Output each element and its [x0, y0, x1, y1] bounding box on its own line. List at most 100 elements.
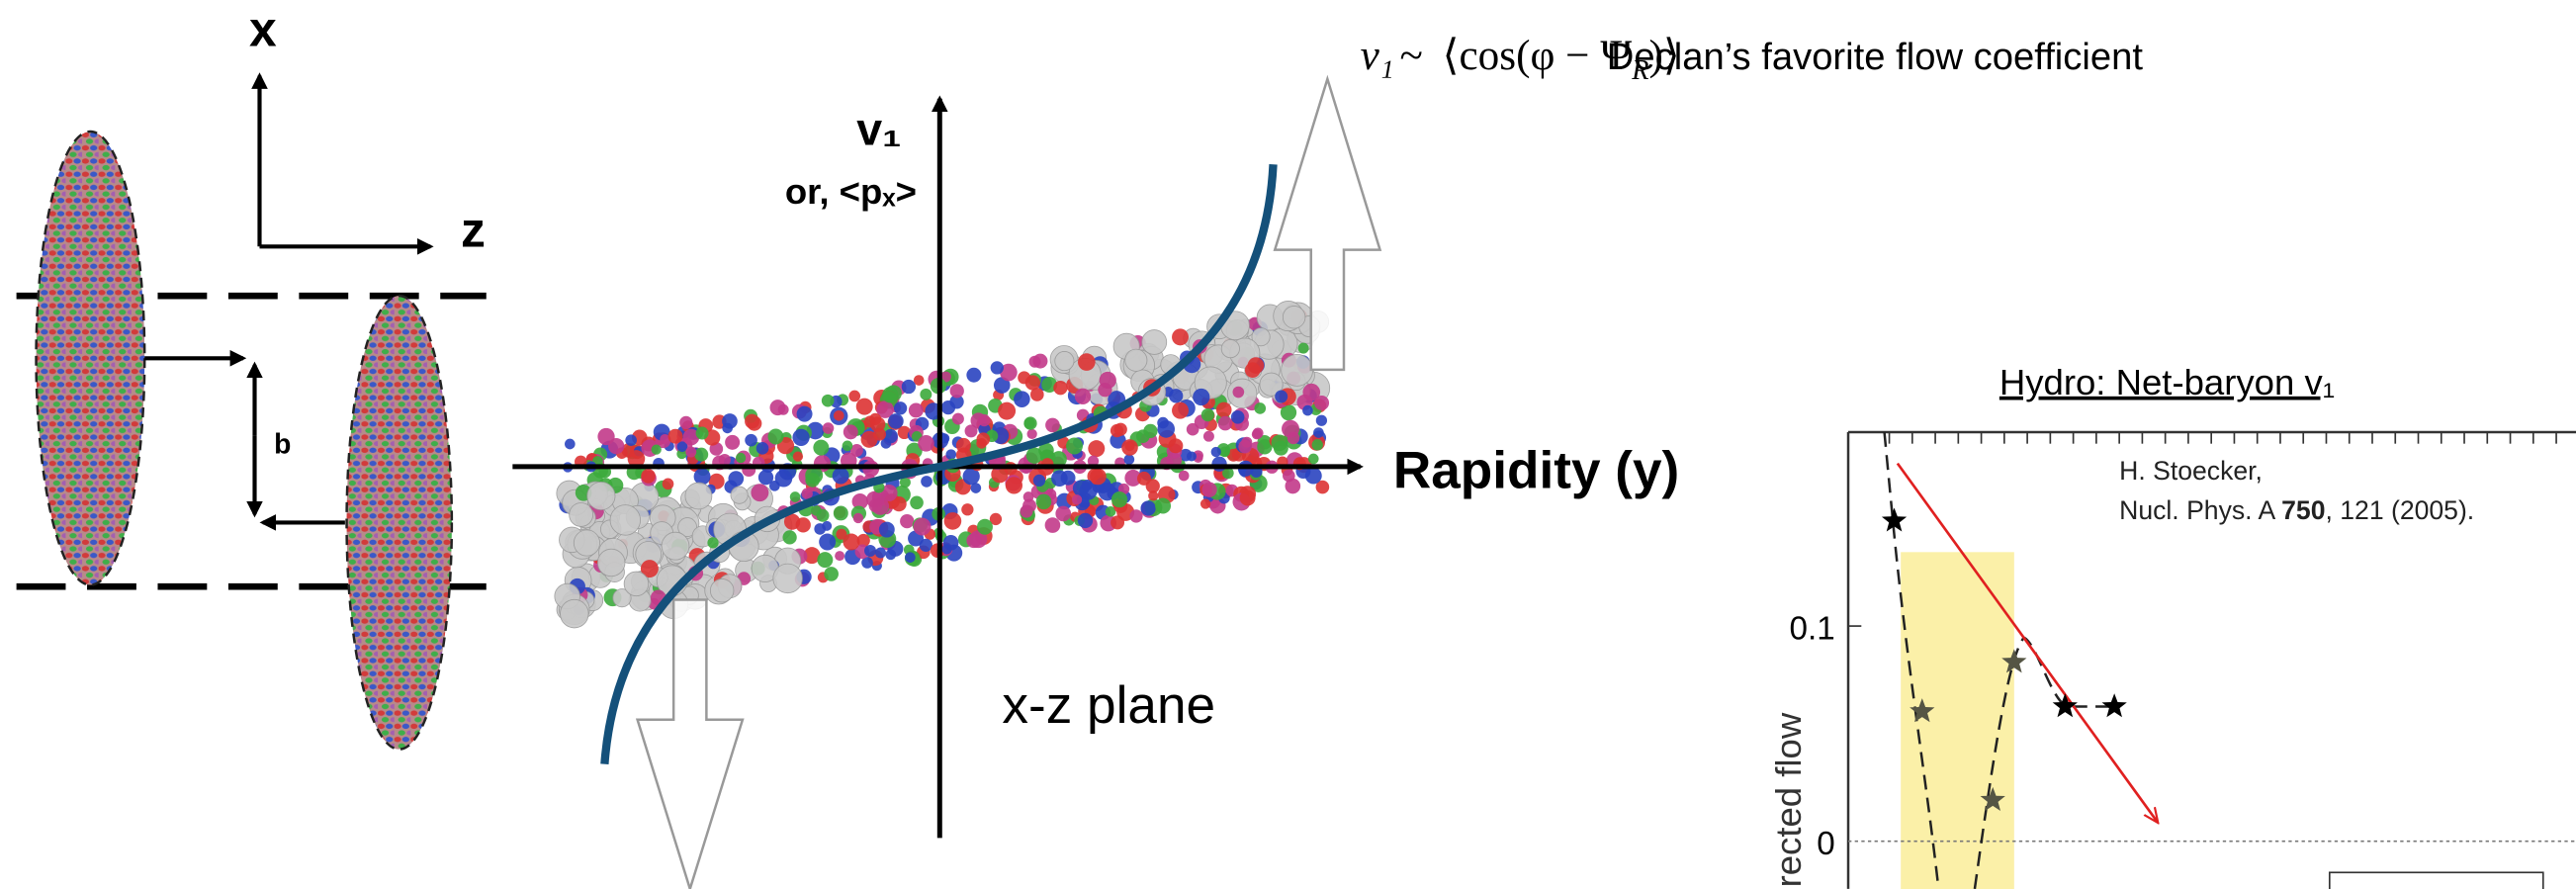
particle — [864, 545, 876, 557]
particle — [873, 427, 886, 441]
particle — [1244, 362, 1261, 379]
star-marker — [1980, 786, 2005, 811]
particle — [1121, 439, 1138, 456]
particle — [682, 428, 700, 446]
particle — [1282, 419, 1299, 438]
particle — [861, 557, 873, 569]
particle — [976, 432, 991, 446]
particle — [1105, 505, 1116, 517]
particle — [966, 367, 982, 383]
particle — [1297, 342, 1309, 354]
particle — [1200, 407, 1215, 422]
particle — [789, 491, 801, 502]
formula-op: ~ — [1399, 33, 1422, 79]
formula-caption: Declan’s favorite flow coefficient — [1607, 36, 2144, 78]
particle — [1045, 417, 1060, 433]
particle — [1157, 420, 1176, 438]
particle — [1280, 403, 1297, 421]
particle — [1315, 480, 1330, 494]
particle — [822, 520, 833, 531]
particle — [1172, 401, 1189, 419]
particle — [1282, 306, 1306, 329]
particle — [821, 394, 835, 407]
particle — [1098, 383, 1112, 398]
particle — [612, 588, 632, 608]
particle — [990, 361, 1004, 375]
particle — [969, 530, 988, 549]
particle — [1211, 456, 1227, 472]
particle — [728, 471, 745, 487]
particle — [951, 412, 964, 425]
particle — [1066, 437, 1083, 455]
particle — [1220, 339, 1240, 359]
particle — [878, 521, 895, 538]
particle — [1302, 383, 1321, 401]
particle — [684, 482, 713, 510]
particle — [977, 518, 993, 535]
particle — [918, 435, 934, 452]
particle — [870, 416, 886, 432]
particle — [897, 425, 912, 440]
particle — [1041, 377, 1058, 394]
particle — [817, 552, 834, 569]
star-marker — [2101, 693, 2127, 718]
particle — [1222, 467, 1234, 480]
particle — [1098, 483, 1116, 501]
particle — [1285, 478, 1301, 494]
inset-curve — [1883, 431, 1940, 889]
particle — [836, 528, 847, 540]
particle — [792, 451, 804, 462]
particle — [1302, 404, 1313, 416]
particle — [660, 434, 670, 445]
particle — [1259, 372, 1284, 397]
inset-ticks — [1888, 432, 2557, 444]
particle — [661, 531, 690, 561]
inset-stars — [1881, 507, 2127, 811]
particle — [1018, 371, 1031, 385]
plane-label: x-z plane — [1002, 676, 1215, 735]
particle — [1032, 474, 1046, 488]
inset-title: Hydro: Net-baryon v₁ — [1999, 362, 2335, 402]
particle — [1023, 417, 1035, 429]
particle — [1060, 470, 1076, 486]
particle — [833, 505, 848, 521]
particle — [833, 409, 844, 421]
particle — [899, 477, 911, 489]
v1-label: v₁ — [856, 103, 901, 154]
particle — [757, 470, 774, 486]
particle — [596, 548, 626, 578]
particle — [1124, 469, 1142, 487]
particle — [1030, 388, 1044, 401]
particle — [900, 513, 915, 529]
particle — [1140, 500, 1156, 516]
particle — [1202, 430, 1214, 442]
particle — [608, 438, 625, 455]
particle — [795, 517, 811, 533]
particle — [998, 401, 1017, 420]
rapidity-label: Rapidity (y) — [1393, 442, 1679, 500]
particle-cloud — [554, 301, 1331, 629]
inset-ref: Nucl. Phys. A 750, 121 (2005). — [2119, 495, 2474, 525]
formula-close: )⟩ — [1648, 33, 1679, 79]
particle — [573, 529, 600, 557]
nucleus — [35, 130, 146, 586]
particle — [1025, 447, 1043, 464]
particle — [1077, 512, 1094, 529]
particle — [709, 578, 735, 603]
particle — [843, 533, 860, 551]
particle — [730, 486, 749, 504]
particle — [1110, 491, 1128, 508]
particle — [942, 535, 959, 551]
particle — [955, 437, 971, 453]
particle — [1199, 498, 1211, 509]
inset-author: H. Stoecker, — [2119, 456, 2263, 486]
particle — [1113, 422, 1127, 436]
ref-start: Nucl. Phys. A — [2119, 495, 2281, 525]
formula-sub: R — [1631, 55, 1648, 86]
particle — [1020, 504, 1033, 518]
particle — [961, 503, 974, 516]
particle — [905, 552, 916, 563]
particle — [1088, 440, 1106, 458]
particle — [1135, 429, 1150, 444]
particle — [707, 537, 719, 549]
